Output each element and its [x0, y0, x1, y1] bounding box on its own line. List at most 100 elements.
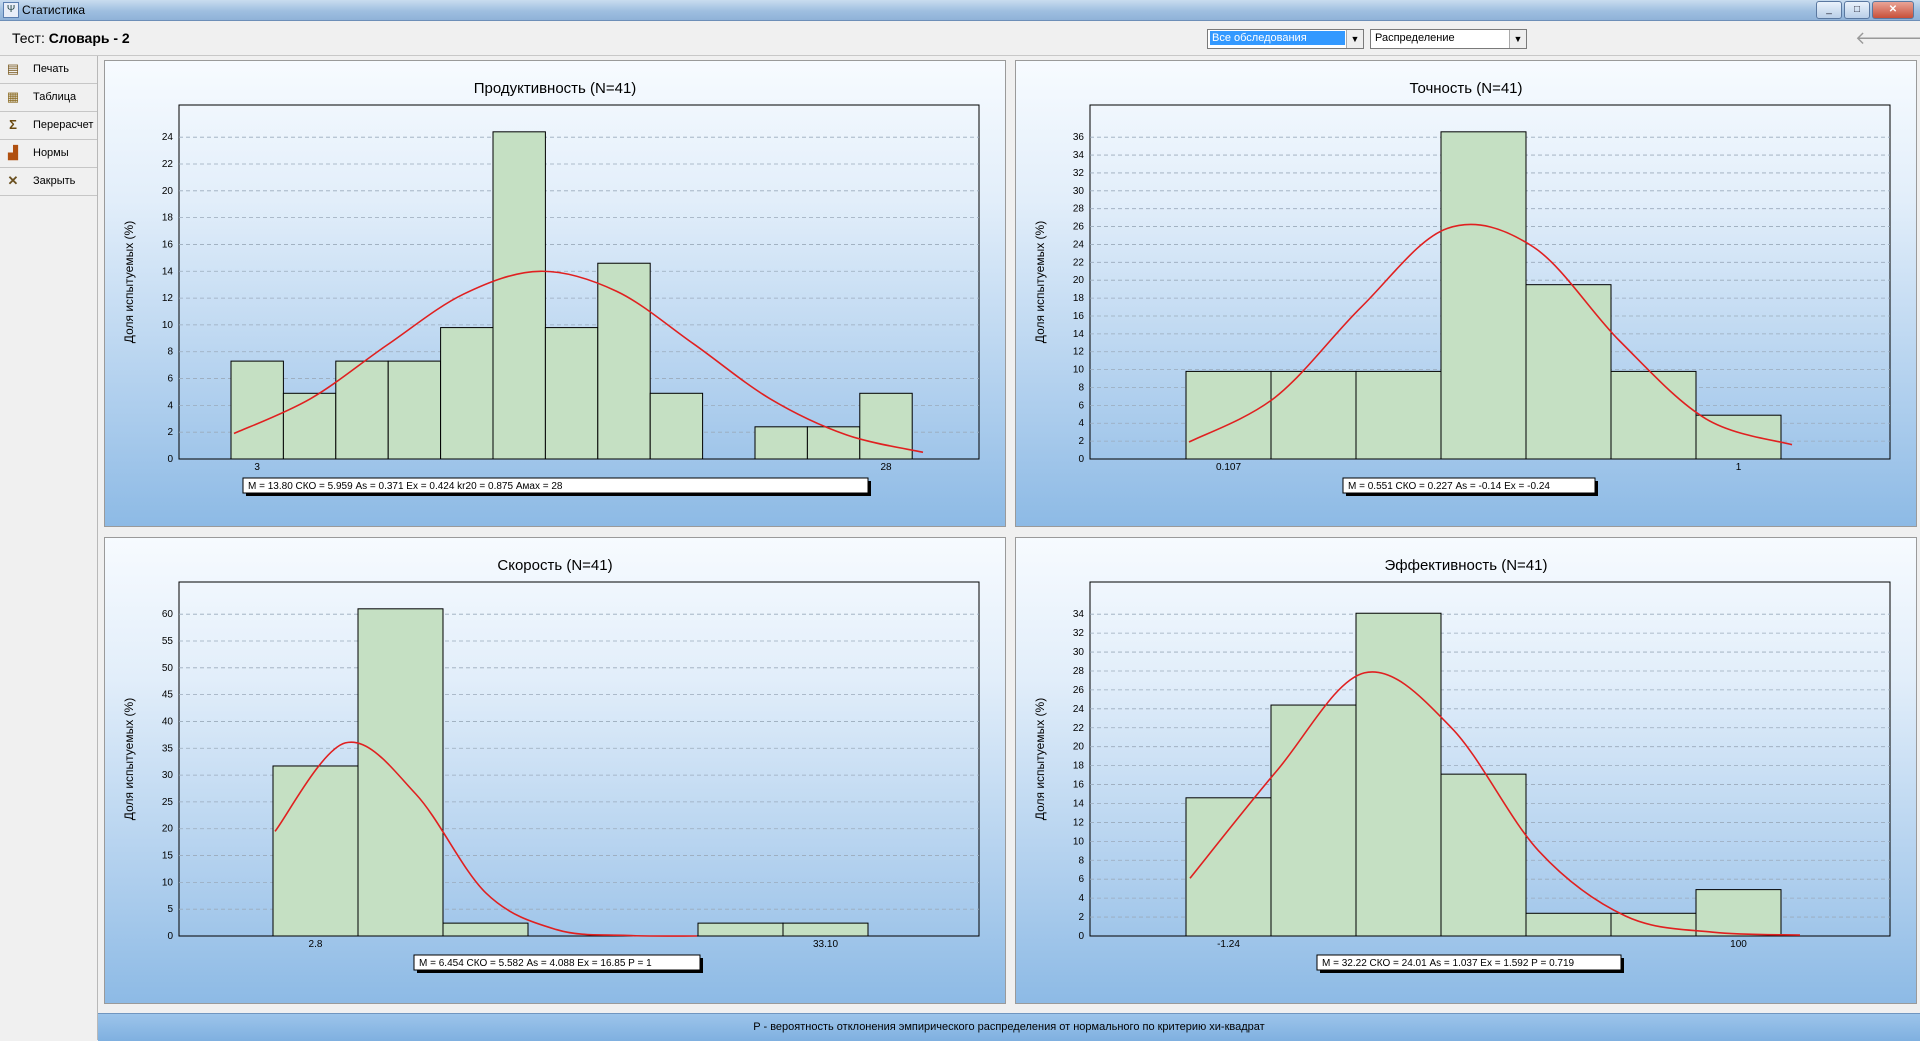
normal-curve: [1189, 671, 1801, 936]
histogram-bar: [1610, 370, 1697, 460]
histogram-bar: [1185, 797, 1272, 937]
maximize-button[interactable]: □: [1844, 1, 1870, 19]
y-tick-label: 0: [1078, 931, 1084, 942]
y-tick-label: 30: [162, 770, 174, 781]
y-tick-label: 24: [1073, 239, 1085, 250]
histogram-bar: [1440, 773, 1527, 937]
histogram-bar: [335, 360, 389, 460]
window-title-bar: Ψ Статистика _ □ ✕: [0, 0, 1920, 21]
close-button-label: Закрыть: [33, 175, 76, 187]
table-icon: ▦: [6, 89, 20, 104]
y-tick-label: 22: [1073, 257, 1085, 268]
table-button[interactable]: ▦ Таблица: [0, 84, 97, 112]
y-tick-label: 2: [1078, 436, 1084, 447]
x-tick-label: 0.107: [1216, 462, 1241, 473]
minimize-button[interactable]: _: [1816, 1, 1842, 19]
histogram-bar: [1355, 370, 1442, 460]
norms-button-label: Нормы: [33, 147, 69, 159]
view-select[interactable]: Распределение ▼: [1370, 29, 1527, 49]
y-tick-label: 34: [1073, 609, 1085, 620]
stats-box: [1316, 954, 1622, 971]
chevron-down-icon[interactable]: ▼: [1509, 30, 1526, 48]
y-tick-label: 14: [162, 266, 174, 277]
y-tick-label: 12: [162, 293, 174, 304]
y-tick-label: 60: [162, 609, 174, 620]
stats-text: M = 6.454 СКО = 5.582 As = 4.088 Ex = 16…: [419, 958, 652, 969]
stats-text: M = 0.551 СКО = 0.227 As = -0.14 Ex = -0…: [1348, 481, 1550, 492]
y-axis-label: Доля испытуемых (%): [122, 221, 136, 343]
chart-panel-efficiency: Эффективность (N=41) 0 2 4 6 8 10 12 14 16 18 20 22 2…: [1015, 537, 1917, 1004]
x-tick-label: 3: [254, 462, 260, 473]
stats-box: [413, 954, 701, 971]
norms-button[interactable]: ▟ Нормы: [0, 140, 97, 168]
left-toolbar: ▤ Печать ▦ Таблица Σ Перерасчет ▟ Нормы …: [0, 56, 98, 1040]
y-tick-label: 12: [1073, 347, 1085, 358]
histogram-bar: [1270, 370, 1357, 460]
y-tick-label: 0: [1078, 454, 1084, 465]
y-tick-label: 8: [1078, 382, 1084, 393]
histogram-bar: [1440, 131, 1527, 460]
histogram-bar: [1525, 284, 1612, 460]
y-tick-label: 50: [162, 663, 174, 674]
close-button[interactable]: ✕ Закрыть: [0, 168, 97, 196]
back-arrow-icon[interactable]: 🡐: [1855, 28, 1904, 48]
histogram-bar: [282, 392, 337, 460]
footer-note-bar: P - вероятность отклонения эмпирического…: [98, 1013, 1920, 1041]
plot-area: [178, 581, 980, 937]
chart-efficiency: Эффективность (N=41)02468101214161820222…: [1033, 557, 1891, 973]
header-bar: Тест: Словарь - 2 Все обследования ▼ Рас…: [0, 21, 1920, 56]
sigma-icon: Σ: [9, 117, 17, 132]
y-tick-label: 10: [162, 320, 174, 331]
y-tick-label: 8: [1078, 855, 1084, 866]
close-icon: ✕: [7, 173, 19, 188]
chart-panel-speed: Скорость (N=41) 0 5 10 15 20 25 30 35 40 45 50 55 60 Д…: [104, 537, 1006, 1004]
y-tick-label: 16: [162, 239, 174, 250]
y-tick-label: 20: [1073, 742, 1085, 753]
y-tick-label: 18: [1073, 293, 1085, 304]
y-tick-label: 15: [162, 851, 174, 862]
test-caption: Тест: Словарь - 2: [12, 30, 130, 46]
recalculate-button[interactable]: Σ Перерасчет: [0, 112, 97, 140]
window-title: Статистика: [22, 3, 86, 17]
print-button[interactable]: ▤ Печать: [0, 56, 97, 84]
y-tick-label: 10: [1073, 836, 1085, 847]
chart-title: Точность (N=41): [1409, 80, 1522, 97]
y-tick-label: 32: [1073, 168, 1085, 179]
table-button-label: Таблица: [33, 91, 77, 103]
y-tick-label: 6: [167, 374, 173, 385]
y-tick-label: 2: [1078, 912, 1084, 923]
y-tick-label: 22: [162, 159, 174, 170]
norms-chart-icon: ▟: [8, 145, 18, 160]
stats-text: M = 32.22 СКО = 24.01 As = 1.037 Ex = 1.…: [1322, 958, 1575, 969]
histogram-bar: [230, 360, 284, 460]
y-tick-label: 0: [167, 454, 173, 465]
chevron-down-icon[interactable]: ▼: [1346, 30, 1363, 48]
chart-title: Продуктивность (N=41): [474, 80, 637, 97]
app-icon: Ψ: [3, 2, 19, 18]
y-tick-label: 26: [1073, 222, 1085, 233]
histogram-bar: [597, 262, 651, 460]
scope-select-value: Все обследования: [1210, 31, 1345, 45]
y-tick-label: 0: [167, 931, 173, 942]
forward-arrow-icon[interactable]: 🡒: [1885, 28, 1920, 48]
y-tick-label: 24: [162, 132, 174, 143]
histogram-bar: [1695, 889, 1782, 937]
x-tick-label: 1: [1736, 462, 1742, 473]
y-tick-label: 6: [1078, 400, 1084, 411]
y-tick-label: 4: [1078, 893, 1084, 904]
x-tick-label: 28: [880, 462, 892, 473]
y-tick-label: 6: [1078, 874, 1084, 885]
stats-box: [242, 477, 869, 494]
y-tick-label: 10: [1073, 365, 1085, 376]
stats-text: M = 13.80 СКО = 5.959 As = 0.371 Ex = 0.…: [248, 481, 563, 492]
close-window-button[interactable]: ✕: [1872, 1, 1914, 19]
printer-icon: ▤: [6, 61, 20, 76]
chart-panel-accuracy: Точность (N=41) 0 2 4 6 8 10 12 14 16 18 20 22 24 26 28…: [1015, 60, 1917, 527]
chart-accuracy: Точность (N=41)0246810121416182022242628…: [1033, 80, 1891, 496]
footer-note: P - вероятность отклонения эмпирического…: [753, 1021, 1265, 1033]
histogram-bar: [492, 131, 546, 460]
histogram-bar: [1695, 414, 1782, 460]
test-label: Тест:: [12, 30, 45, 46]
y-tick-label: 28: [1073, 204, 1085, 215]
scope-select[interactable]: Все обследования ▼: [1207, 29, 1364, 49]
